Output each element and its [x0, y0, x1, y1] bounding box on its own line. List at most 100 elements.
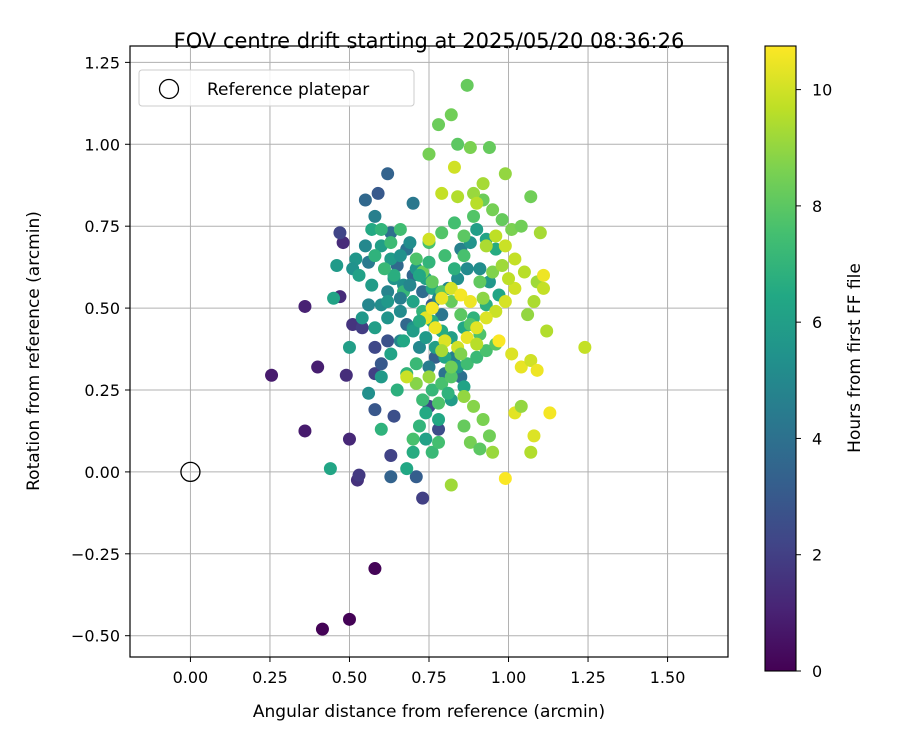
- scatter-point: [428, 321, 442, 335]
- scatter-point: [514, 360, 528, 374]
- scatter-point: [432, 412, 446, 426]
- scatter-point: [470, 350, 484, 364]
- scatter-point: [435, 186, 449, 200]
- scatter-point: [416, 393, 430, 407]
- grid: [130, 46, 728, 657]
- scatter-point: [327, 291, 341, 305]
- scatter-point: [444, 281, 458, 295]
- scatter-point: [460, 357, 474, 371]
- scatter-point: [384, 347, 398, 361]
- scatter-point: [467, 209, 481, 223]
- scatter-point: [406, 445, 420, 459]
- y-tick-label: −0.25: [71, 545, 120, 564]
- colorbar: 0 2 4 6 8 10 Hours from first FF file: [764, 45, 865, 681]
- scatter-point: [537, 268, 551, 282]
- scatter-point: [451, 137, 465, 151]
- scatter-point: [409, 376, 423, 390]
- scatter-point: [390, 383, 404, 397]
- scatter-point: [422, 232, 436, 246]
- scatter-point: [527, 429, 541, 443]
- colorbar-tick-label: 0: [812, 662, 822, 681]
- scatter-point: [435, 291, 449, 305]
- scatter-point: [374, 370, 388, 384]
- scatter-point: [457, 390, 471, 404]
- scatter-point: [444, 108, 458, 122]
- scatter-point: [412, 314, 426, 328]
- scatter-point: [349, 252, 363, 266]
- scatter-point: [374, 422, 388, 436]
- scatter-point: [422, 360, 436, 374]
- scatter-point: [460, 331, 474, 345]
- scatter-point: [409, 252, 423, 266]
- scatter-point: [479, 311, 493, 325]
- scatter-point: [432, 435, 446, 449]
- scatter-point: [419, 331, 433, 345]
- scatter-point: [368, 562, 382, 576]
- scatter-point: [524, 354, 538, 368]
- scatter-point: [473, 275, 487, 289]
- scatter-point: [476, 177, 490, 191]
- scatter-point: [342, 340, 356, 354]
- scatter-point: [495, 213, 509, 227]
- scatter-point: [381, 311, 395, 325]
- scatter-point: [352, 268, 366, 282]
- scatter-point: [330, 259, 344, 273]
- scatter-point: [403, 236, 417, 250]
- y-tick-label: 0.50: [84, 299, 120, 318]
- scatter-point: [298, 299, 312, 313]
- scatter-point: [409, 470, 423, 484]
- scatter-point: [517, 265, 531, 279]
- scatter-point: [454, 308, 468, 322]
- scatter-point: [355, 321, 369, 335]
- scatter-point: [435, 344, 449, 358]
- scatter-point: [384, 449, 398, 463]
- y-tick-label: 0.75: [84, 217, 120, 236]
- scatter-point: [393, 304, 407, 318]
- scatter-point: [447, 262, 461, 276]
- colorbar-tick-label: 8: [812, 197, 822, 216]
- scatter-point: [479, 344, 493, 358]
- scatter-point: [384, 470, 398, 484]
- scatter-point: [460, 78, 474, 92]
- scatter-point: [479, 239, 493, 253]
- scatter-point: [470, 321, 484, 335]
- colorbar-tick-label: 2: [812, 546, 822, 565]
- scatter-point: [444, 370, 458, 384]
- scatter-point: [342, 432, 356, 446]
- scatter-point: [265, 368, 279, 382]
- scatter-point: [524, 190, 538, 204]
- scatter-point: [454, 370, 468, 384]
- x-tick-label: 1.25: [570, 668, 606, 687]
- scatter-point: [400, 462, 414, 476]
- scatter-point: [412, 340, 426, 354]
- scatter-point: [486, 203, 500, 217]
- scatter-point: [457, 380, 471, 394]
- scatter-point: [454, 347, 468, 361]
- scatter-point: [447, 160, 461, 174]
- scatter-point: [476, 412, 490, 426]
- scatter-point: [422, 370, 436, 384]
- y-tick-label: −0.50: [71, 627, 120, 646]
- scatter-point: [371, 186, 385, 200]
- scatter-point: [486, 265, 500, 279]
- y-tick-label: 0.00: [84, 463, 120, 482]
- scatter-point: [432, 118, 446, 132]
- scatter-point: [387, 268, 401, 282]
- scatter-point: [457, 249, 471, 263]
- scatter-point: [403, 278, 417, 292]
- scatter-point: [451, 190, 465, 204]
- scatter-point: [336, 236, 350, 250]
- scatter-point: [473, 262, 487, 276]
- scatter-point: [451, 272, 465, 286]
- scatter-point: [342, 612, 356, 626]
- scatter-point: [365, 222, 379, 236]
- scatter-point: [438, 249, 452, 263]
- scatter-point: [498, 471, 512, 485]
- scatter-point: [457, 229, 471, 243]
- scatter-point: [355, 311, 369, 325]
- scatter-point: [527, 295, 541, 309]
- scatter-point: [374, 222, 388, 236]
- scatter-point: [530, 363, 544, 377]
- scatter-point: [393, 249, 407, 263]
- scatter-point: [368, 209, 382, 223]
